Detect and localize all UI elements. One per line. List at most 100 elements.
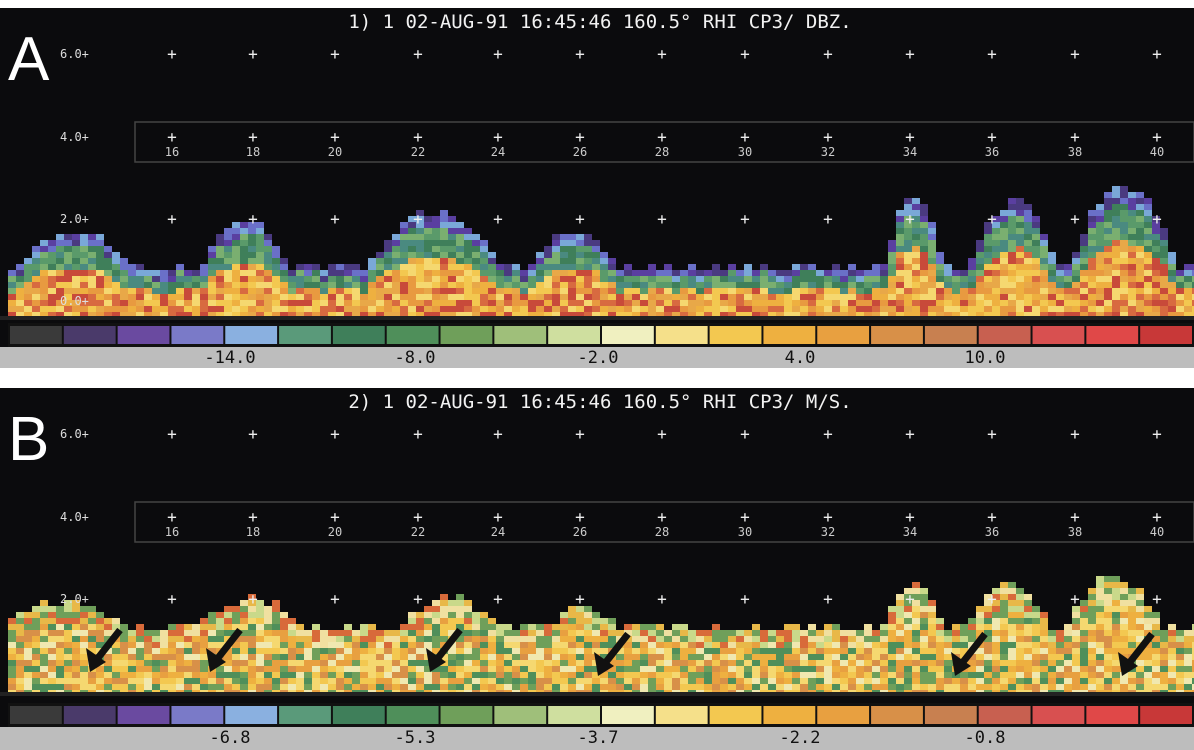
echo-cell	[288, 624, 296, 630]
echo-cell	[504, 276, 512, 282]
echo-cell	[80, 270, 88, 276]
echo-cell	[448, 624, 456, 630]
echo-cell	[448, 678, 456, 684]
echo-cell	[512, 270, 520, 276]
grid-cross: +	[823, 425, 833, 444]
echo-cell	[896, 270, 904, 276]
echo-cell	[304, 282, 312, 288]
echo-cell	[1000, 228, 1008, 234]
echo-cell	[416, 240, 424, 246]
echo-cell	[560, 636, 568, 642]
echo-cell	[712, 264, 720, 270]
echo-cell	[568, 246, 576, 252]
echo-cell	[1096, 678, 1104, 684]
echo-cell	[272, 624, 280, 630]
echo-cell	[136, 624, 144, 630]
echo-cell	[720, 636, 728, 642]
echo-cell	[1088, 306, 1096, 312]
echo-cell	[1032, 300, 1040, 306]
echo-cell	[912, 672, 920, 678]
echo-cell	[568, 282, 576, 288]
echo-cell	[1008, 678, 1016, 684]
echo-cell	[448, 654, 456, 660]
echo-cell	[472, 612, 480, 618]
echo-cell	[376, 282, 384, 288]
echo-cell	[312, 624, 320, 630]
echo-cell	[904, 636, 912, 642]
echo-cell	[464, 246, 472, 252]
echo-cell	[168, 660, 176, 666]
echo-cell	[888, 660, 896, 666]
echo-cell	[576, 642, 584, 648]
echo-cell	[72, 606, 80, 612]
echo-cell	[64, 246, 72, 252]
echo-cell	[352, 678, 360, 684]
echo-cell	[1040, 612, 1048, 618]
echo-cell	[544, 270, 552, 276]
echo-cell	[888, 606, 896, 612]
echo-cell	[600, 270, 608, 276]
echo-cell	[344, 282, 352, 288]
echo-cell	[32, 624, 40, 630]
echo-cell	[648, 624, 656, 630]
echo-cell	[456, 684, 464, 690]
echo-cell	[96, 306, 104, 312]
colorbar-segment	[925, 706, 977, 724]
echo-cell	[984, 294, 992, 300]
echo-cell	[920, 210, 928, 216]
echo-cell	[864, 294, 872, 300]
echo-cell	[1136, 660, 1144, 666]
echo-cell	[232, 612, 240, 618]
echo-cell	[144, 294, 152, 300]
echo-cell	[896, 306, 904, 312]
echo-cell	[984, 672, 992, 678]
echo-cell	[48, 294, 56, 300]
grid-cross: +	[413, 590, 423, 609]
echo-cell	[296, 660, 304, 666]
echo-cell	[1056, 672, 1064, 678]
echo-cell	[968, 276, 976, 282]
echo-cell	[296, 624, 304, 630]
echo-cell	[872, 672, 880, 678]
echo-cell	[944, 300, 952, 306]
echo-cell	[976, 612, 984, 618]
echo-cell	[816, 654, 824, 660]
echo-cell	[544, 264, 552, 270]
echo-cell	[1176, 660, 1184, 666]
echo-cell	[1128, 240, 1136, 246]
echo-cell	[1080, 240, 1088, 246]
echo-cell	[464, 228, 472, 234]
echo-cell	[424, 618, 432, 624]
echo-cell	[896, 258, 904, 264]
echo-cell	[936, 252, 944, 258]
echo-cell	[832, 636, 840, 642]
echo-cell	[152, 672, 160, 678]
echo-cell	[64, 606, 72, 612]
echo-cell	[104, 306, 112, 312]
echo-cell	[504, 624, 512, 630]
echo-cell	[712, 624, 720, 630]
echo-cell	[696, 666, 704, 672]
echo-cell	[1096, 672, 1104, 678]
echo-cell	[336, 630, 344, 636]
echo-cell	[888, 252, 896, 258]
echo-cell	[752, 666, 760, 672]
echo-cell	[800, 666, 808, 672]
echo-cell	[1144, 624, 1152, 630]
echo-cell	[976, 654, 984, 660]
echo-cell	[832, 684, 840, 690]
echo-cell	[840, 648, 848, 654]
echo-cell	[848, 276, 856, 282]
colorbar-segment	[441, 326, 493, 344]
echo-cell	[464, 294, 472, 300]
echo-cell	[704, 300, 712, 306]
echo-cell	[280, 648, 288, 654]
echo-cell	[976, 288, 984, 294]
echo-cell	[304, 666, 312, 672]
echo-cell	[888, 282, 896, 288]
echo-cell	[64, 270, 72, 276]
echo-cell	[1112, 624, 1120, 630]
echo-cell	[736, 636, 744, 642]
grid-cross: +	[657, 508, 667, 527]
echo-cell	[320, 630, 328, 636]
